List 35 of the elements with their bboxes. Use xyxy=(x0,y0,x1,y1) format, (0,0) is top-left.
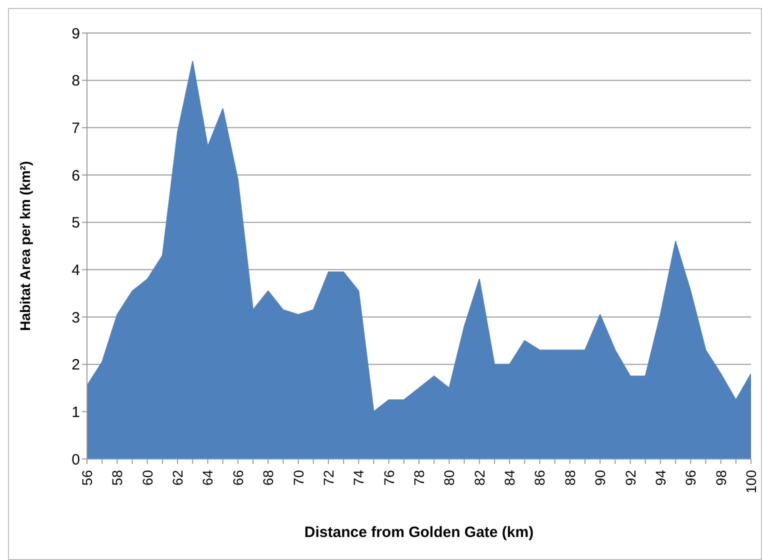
y-tick-label: 7 xyxy=(72,120,80,137)
x-tick-label: 70 xyxy=(290,470,306,486)
y-tick-label: 9 xyxy=(72,25,80,42)
x-tick-label: 62 xyxy=(170,470,186,486)
y-tick-label: 8 xyxy=(72,72,80,90)
y-tick-label: 5 xyxy=(72,214,80,232)
x-tick-label: 84 xyxy=(502,470,518,486)
y-tick-label: 0 xyxy=(72,451,80,468)
x-tick-label: 72 xyxy=(320,470,336,486)
y-tick-label: 4 xyxy=(72,262,80,279)
y-tick-label: 2 xyxy=(72,356,80,374)
x-tick-label: 90 xyxy=(592,470,608,486)
x-tick-label: 56 xyxy=(79,470,95,486)
x-tick-label: 88 xyxy=(562,470,578,486)
x-axis-title: Distance from Golden Gate (km) xyxy=(304,524,534,541)
x-tick-label: 66 xyxy=(230,470,246,486)
x-tick-label: 78 xyxy=(411,470,427,486)
x-tick-label: 96 xyxy=(682,470,699,486)
x-tick-label: 74 xyxy=(350,470,367,486)
x-tick-label: 58 xyxy=(109,470,126,486)
y-tick-label: 6 xyxy=(72,167,80,184)
x-tick-label: 92 xyxy=(622,470,638,486)
x-tick-label: 94 xyxy=(652,470,668,486)
y-tick-label: 3 xyxy=(72,309,80,326)
x-tick-label: 80 xyxy=(441,470,458,486)
x-tick-label: 64 xyxy=(200,470,216,486)
x-tick-label: 100 xyxy=(743,470,759,494)
x-tick-label: 76 xyxy=(380,470,397,486)
x-tick-label: 98 xyxy=(712,470,729,486)
x-tick-label: 60 xyxy=(139,470,156,486)
x-tick-label: 86 xyxy=(532,470,548,486)
y-tick-label: 1 xyxy=(72,404,80,421)
x-tick-label: 68 xyxy=(260,470,276,486)
x-tick-label: 82 xyxy=(471,470,488,486)
y-axis-title: Habitat Area per km (km²) xyxy=(16,161,33,331)
